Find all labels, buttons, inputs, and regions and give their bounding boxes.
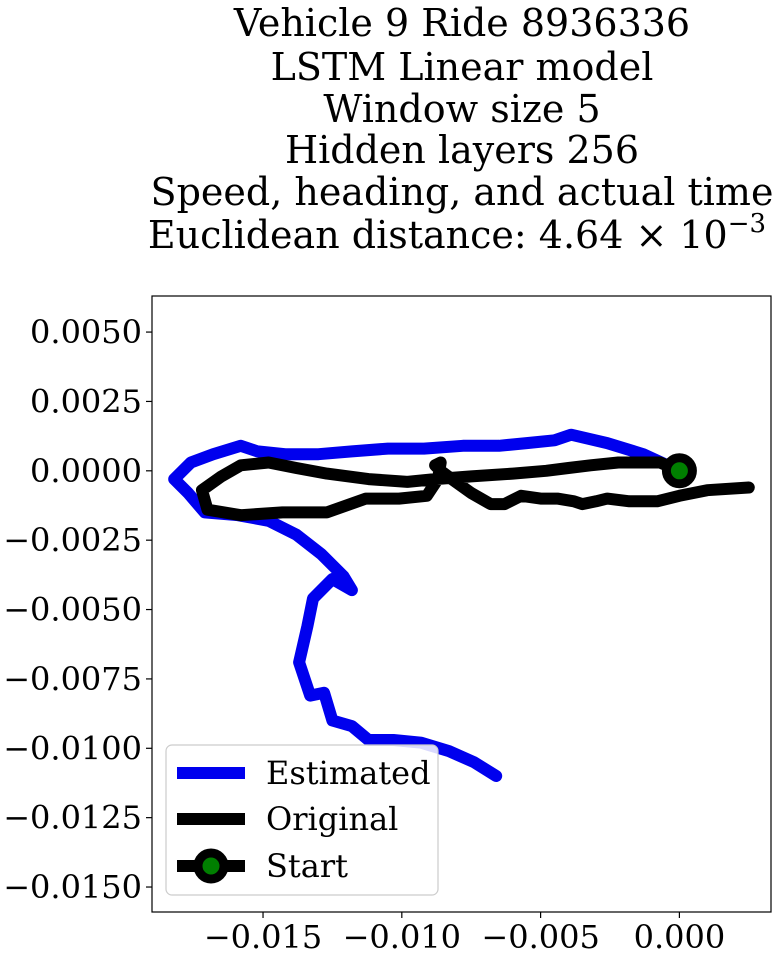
legend-label: Original <box>266 800 398 838</box>
x-tick-label: −0.010 <box>343 918 461 956</box>
legend-item-original: Original <box>177 800 398 838</box>
x-tick-label: −0.015 <box>204 918 322 956</box>
legend-label: Start <box>266 847 348 885</box>
y-tick-label: −0.0100 <box>3 729 142 767</box>
axes-frame <box>151 295 772 913</box>
y-tick-label: 0.0050 <box>30 313 142 351</box>
y-tick-label: 0.0000 <box>30 452 142 490</box>
legend-box <box>165 744 439 896</box>
title-distance-text: Euclidean distance: 4.64 × 10 <box>148 213 728 257</box>
start-marker <box>661 453 697 489</box>
y-tick-label: −0.0125 <box>3 799 142 837</box>
legend-start-marker <box>193 848 229 884</box>
title-distance-exponent: −3 <box>728 209 766 239</box>
y-tick-label: −0.0050 <box>3 591 142 629</box>
plot-area <box>151 295 772 913</box>
start-marker-layer <box>661 453 697 489</box>
series-layer <box>168 428 755 782</box>
title-line-2: LSTM Linear model <box>271 45 654 89</box>
y-tick-label: −0.0025 <box>3 521 142 559</box>
x-axis: −0.015 −0.010 −0.005 0.000 <box>204 912 725 956</box>
title-line-5: Speed, heading, and actual time <box>151 170 774 214</box>
legend-item-start: Start <box>177 847 348 885</box>
legend: Estimated Original Start <box>165 744 439 896</box>
x-tick-label: −0.005 <box>481 918 599 956</box>
title-line-4: Hidden layers 256 <box>285 128 639 172</box>
legend-item-estimated: Estimated <box>177 754 431 792</box>
chart-title: Vehicle 9 Ride 8936336 LSTM Linear model… <box>148 1 774 257</box>
y-axis: 0.0050 0.0025 0.0000 −0.0025 −0.0050 −0.0075 −… <box>3 313 152 906</box>
legend-label: Estimated <box>266 754 431 792</box>
y-tick-label: −0.0075 <box>3 660 142 698</box>
title-line-6: Euclidean distance: 4.64 × 10−3 <box>148 209 766 257</box>
y-tick-label: −0.0150 <box>3 868 142 906</box>
x-tick-label: 0.000 <box>634 918 726 956</box>
title-line-1: Vehicle 9 Ride 8936336 <box>233 1 690 45</box>
title-line-3: Window size 5 <box>323 87 600 131</box>
series-line-original <box>196 456 755 522</box>
y-tick-label: 0.0025 <box>30 382 142 420</box>
